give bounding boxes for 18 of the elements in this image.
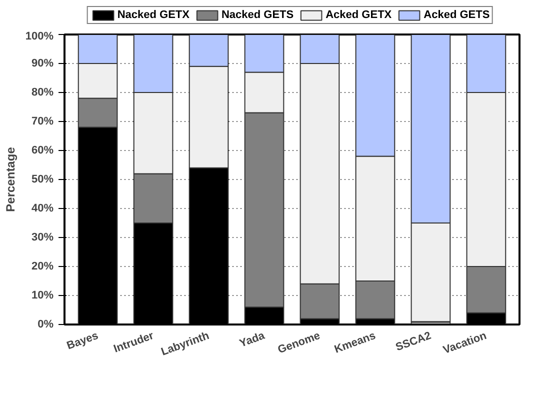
- y-axis-title: Percentage: [3, 146, 18, 212]
- y-tick-label: 90%: [31, 58, 54, 70]
- y-tick-label: 50%: [31, 174, 54, 186]
- y-tick-label: 30%: [31, 232, 54, 244]
- y-tick-label: 0%: [38, 318, 54, 330]
- x-tick-label: Bayes: [65, 330, 100, 352]
- y-tick-label: 80%: [31, 86, 54, 98]
- legend-label: Acked GETX: [326, 9, 392, 21]
- y-tick-label: 20%: [31, 260, 54, 272]
- y-tick-label: 70%: [31, 116, 54, 128]
- y-tick-label: 40%: [31, 202, 54, 214]
- y-tick-label: 60%: [31, 144, 54, 156]
- legend-label: Nacked GETX: [117, 9, 190, 21]
- legend-label: Acked GETS: [424, 9, 490, 21]
- legend-label: Nacked GETS: [221, 9, 294, 21]
- y-tick-label: 10%: [31, 290, 54, 302]
- y-tick-label: 100%: [25, 30, 54, 42]
- x-tick-label: Yada: [238, 330, 268, 350]
